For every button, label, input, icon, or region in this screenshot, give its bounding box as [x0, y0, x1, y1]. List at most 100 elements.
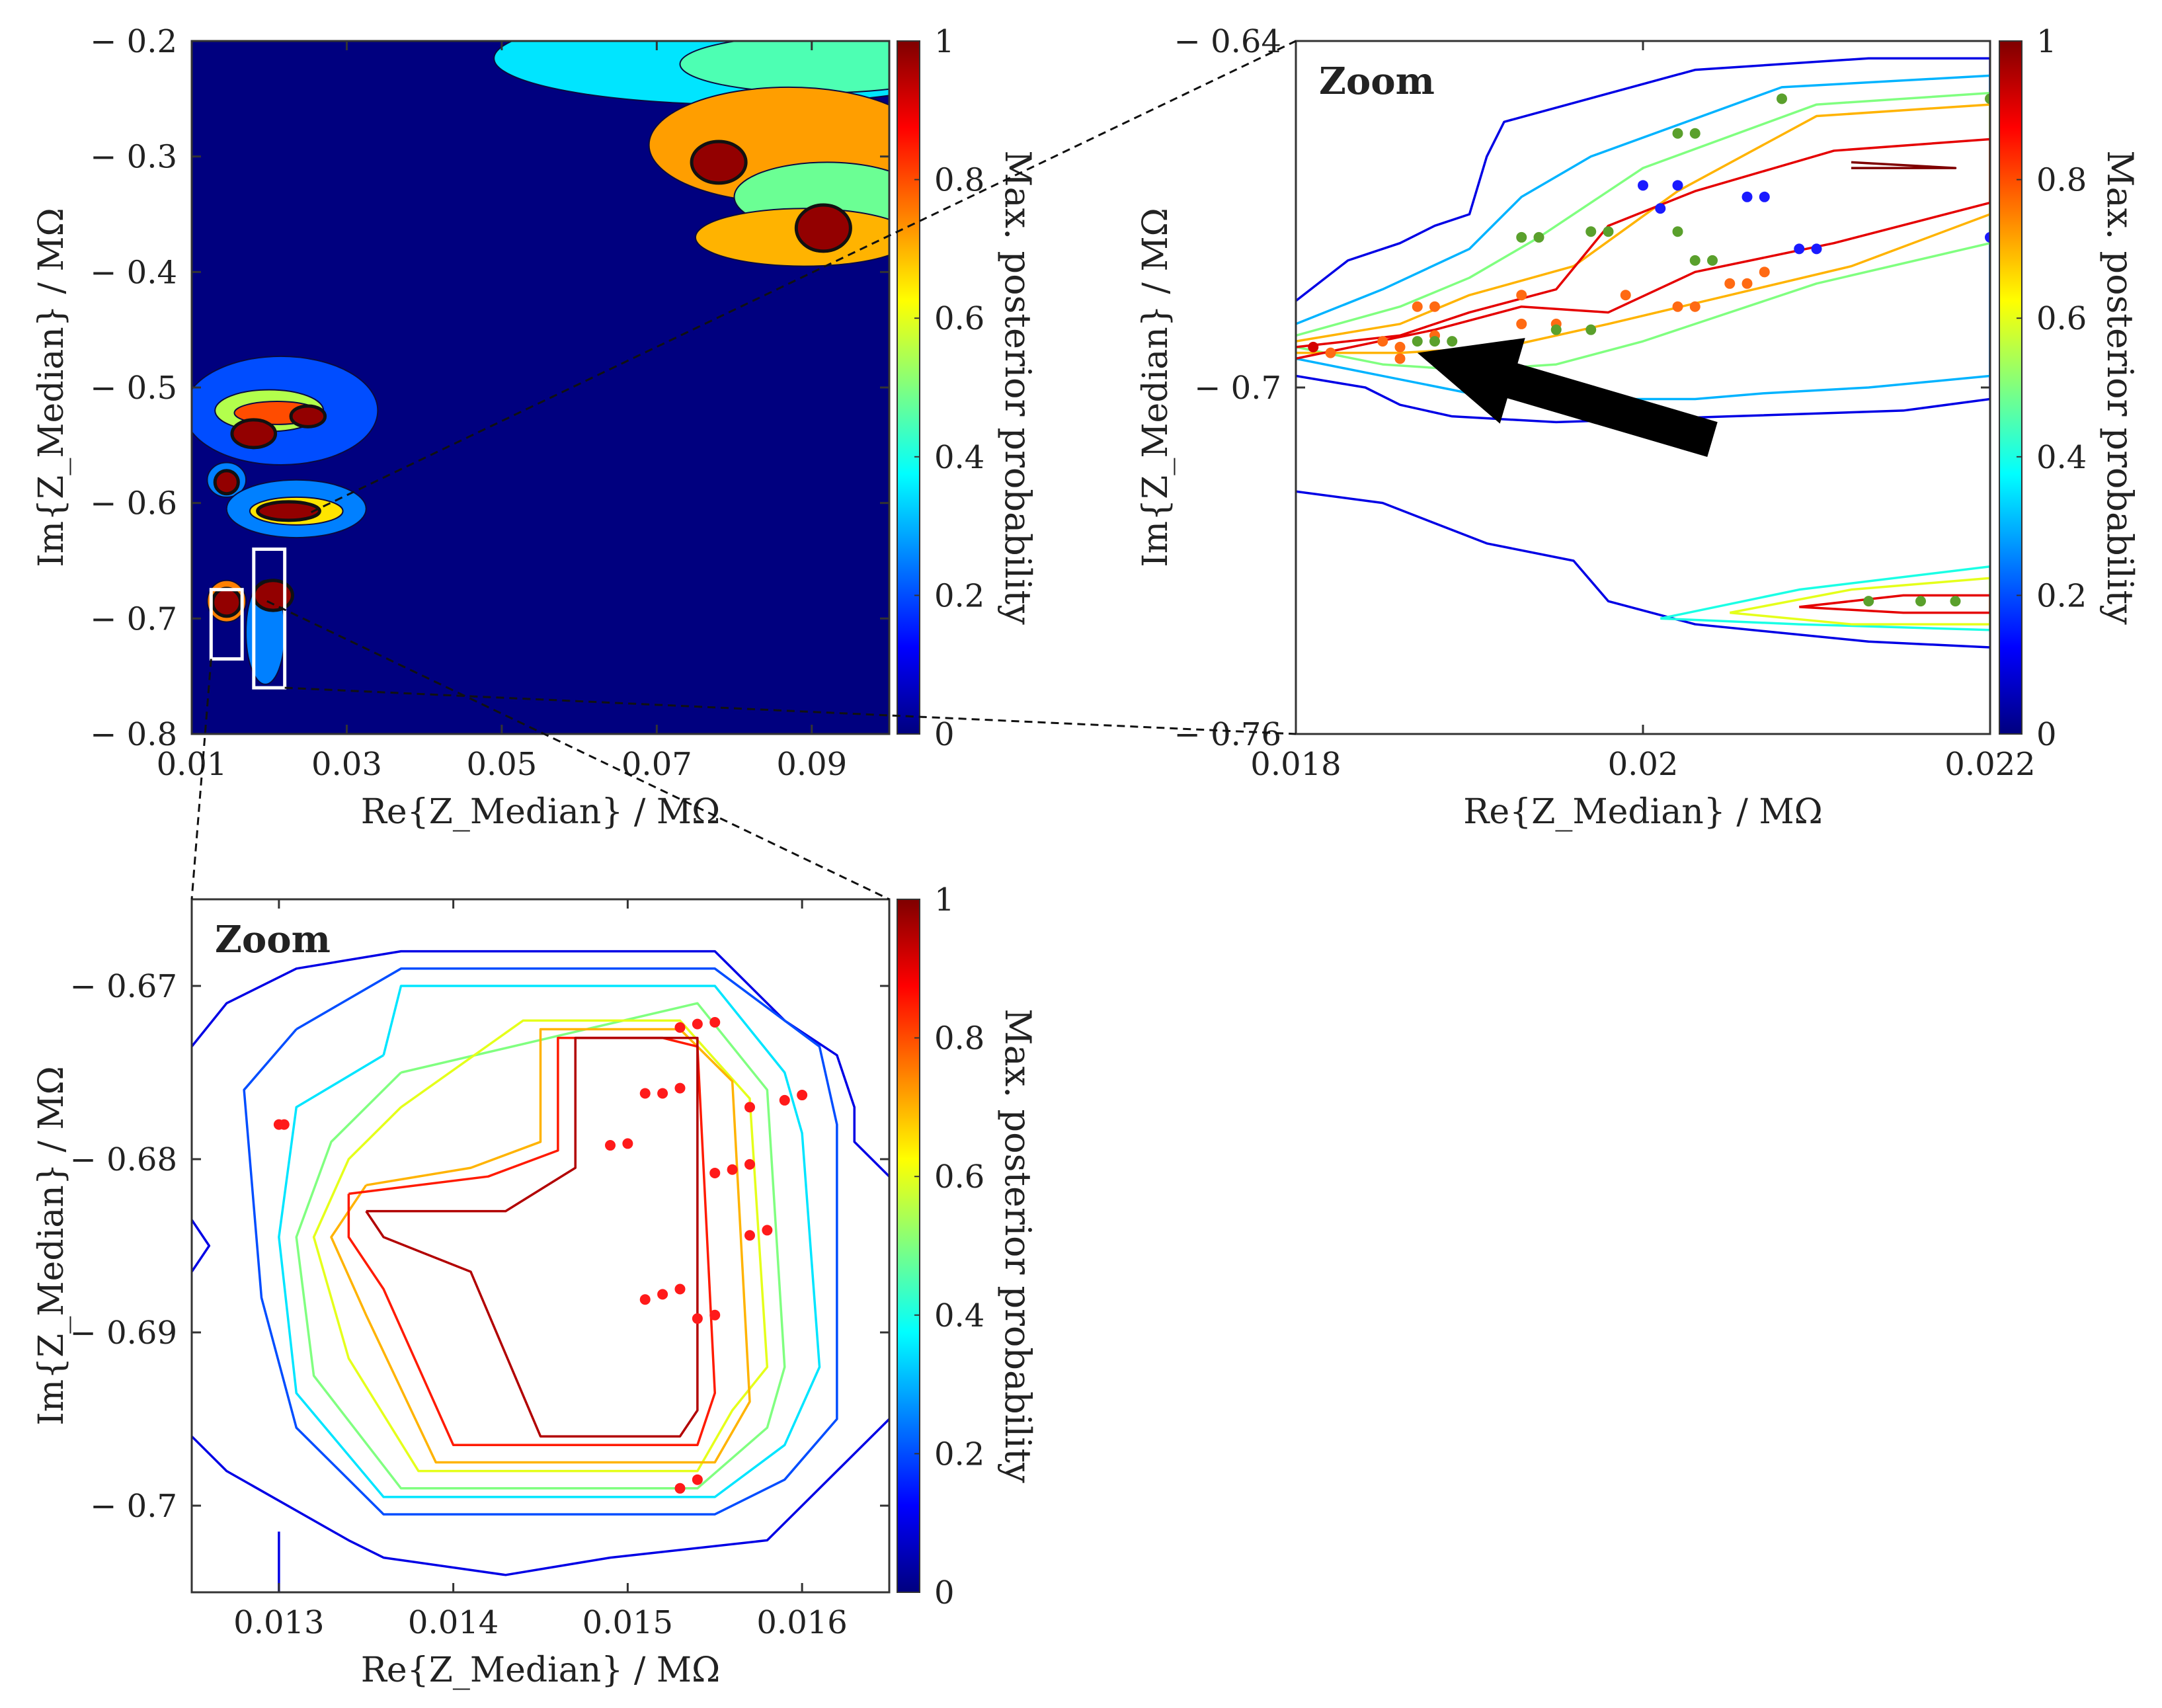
sample-point — [1759, 191, 1770, 202]
colorbar-label: Max. posterior probability — [997, 1008, 1039, 1483]
sample-point — [1429, 336, 1440, 347]
sample-point — [1689, 255, 1701, 266]
colorbar-tick-label: 0.8 — [2036, 162, 2087, 199]
contour-line — [295, 1002, 786, 1490]
sample-point — [1655, 203, 1666, 214]
sample-point — [779, 1094, 790, 1106]
x-tick-label: 0.03 — [311, 746, 382, 783]
sample-point — [709, 1309, 721, 1321]
contour-line — [192, 950, 889, 1178]
x-axis-label: Re{Z_Median} / MΩ — [361, 1650, 721, 1690]
annotation-arrow — [1417, 338, 1718, 457]
sample-point — [1516, 290, 1527, 301]
colorbar-tick-label: 0.8 — [934, 1020, 984, 1057]
sample-point — [1377, 336, 1388, 347]
y-tick-label: − 0.8 — [90, 716, 177, 753]
zoom-label: Zoom — [1319, 60, 1435, 103]
y-tick-label: − 0.7 — [90, 600, 177, 637]
sample-point — [744, 1230, 755, 1241]
contour-line — [347, 1036, 716, 1447]
sample-point — [762, 1225, 773, 1236]
sample-point — [605, 1140, 616, 1151]
y-tick-label: − 0.76 — [1174, 716, 1281, 753]
colorbar — [1999, 40, 2022, 735]
sample-point — [797, 1090, 808, 1101]
contour-line — [1296, 57, 1990, 424]
colorbar-tick-label: 0.4 — [934, 439, 984, 476]
contour-line — [278, 985, 821, 1498]
colorbar-tick-label: 1 — [2036, 23, 2057, 60]
colorbar-tick-label: 0.4 — [2036, 439, 2087, 476]
contour-line — [192, 1219, 211, 1273]
x-tick-label: 0.09 — [776, 746, 847, 783]
sample-point — [1759, 266, 1770, 278]
x-tick-label: 0.05 — [466, 746, 537, 783]
y-tick-label: − 0.68 — [70, 1141, 177, 1178]
y-tick-label: − 0.6 — [90, 485, 177, 522]
x-tick-label: 0.07 — [621, 746, 692, 783]
probability-region — [256, 500, 321, 522]
sample-point — [1672, 226, 1683, 237]
sample-point — [727, 1164, 738, 1175]
x-tick-label: 0.018 — [1250, 746, 1341, 783]
sample-point — [1672, 180, 1683, 191]
sample-point — [1707, 255, 1718, 266]
x-tick-label: 0.015 — [582, 1604, 673, 1641]
y-tick-label: − 0.2 — [90, 23, 177, 60]
contour-line — [1296, 490, 1990, 649]
sample-point — [709, 1167, 721, 1178]
plot-background — [192, 899, 889, 1592]
y-tick-label: − 0.7 — [90, 1488, 177, 1525]
sample-point — [1603, 226, 1614, 237]
sample-point — [1742, 191, 1753, 202]
sample-point — [622, 1138, 633, 1149]
sample-point — [1672, 128, 1683, 139]
sample-point — [1412, 301, 1423, 312]
connector-line — [190, 659, 212, 900]
sample-point — [692, 1018, 703, 1030]
sample-point — [1585, 226, 1597, 237]
sample-point — [1308, 341, 1319, 352]
contour-line — [1660, 565, 1990, 631]
sample-point — [1447, 336, 1458, 347]
sample-point — [1516, 318, 1527, 329]
sample-point — [1985, 231, 1990, 243]
y-tick-label: − 0.67 — [70, 968, 177, 1005]
colorbar-tick-label: 0.2 — [934, 577, 984, 614]
colorbar-tick-label: 1 — [934, 23, 955, 60]
sample-point — [692, 1313, 703, 1324]
sample-point — [639, 1294, 651, 1305]
sample-point — [1412, 336, 1423, 347]
sample-point — [692, 1474, 703, 1485]
plot-frame — [190, 898, 891, 1594]
x-axis-label: Re{Z_Median} / MΩ — [1463, 792, 1823, 832]
colorbar-tick-label: 0.4 — [934, 1297, 984, 1334]
sample-point — [1672, 301, 1683, 312]
sample-point — [1689, 128, 1701, 139]
sample-point — [1777, 93, 1787, 104]
sample-point — [639, 1088, 651, 1099]
probability-region — [289, 404, 327, 428]
zoom-label: Zoom — [215, 918, 331, 961]
contour-line — [1851, 161, 1957, 169]
sample-point — [1550, 324, 1562, 335]
plot-background — [1296, 41, 1990, 734]
sample-point — [1915, 596, 1926, 607]
panel-zoom-right: Zoom 0.018 0.02 0.022 − 0.64 − 0.7 − 0.76 Re{Z_… — [1136, 23, 2141, 832]
x-tick-label: 0.02 — [1608, 746, 1679, 783]
probability-region — [213, 469, 240, 496]
colorbar-tick-label: 0.2 — [934, 1436, 984, 1473]
x-tick-label: 0.022 — [1944, 746, 2035, 783]
x-tick-label: 0.016 — [756, 1604, 847, 1641]
sample-point — [1394, 353, 1406, 364]
y-tick-label: − 0.4 — [90, 254, 177, 291]
probability-region — [211, 587, 243, 618]
probability-region — [690, 140, 748, 185]
sample-point — [1620, 290, 1631, 301]
sample-point — [744, 1102, 755, 1113]
colorbar-tick-label: 0.6 — [934, 300, 984, 337]
sample-point — [1794, 243, 1805, 255]
colorbar-tick-label: 0 — [934, 716, 955, 753]
sample-point — [1742, 278, 1753, 289]
